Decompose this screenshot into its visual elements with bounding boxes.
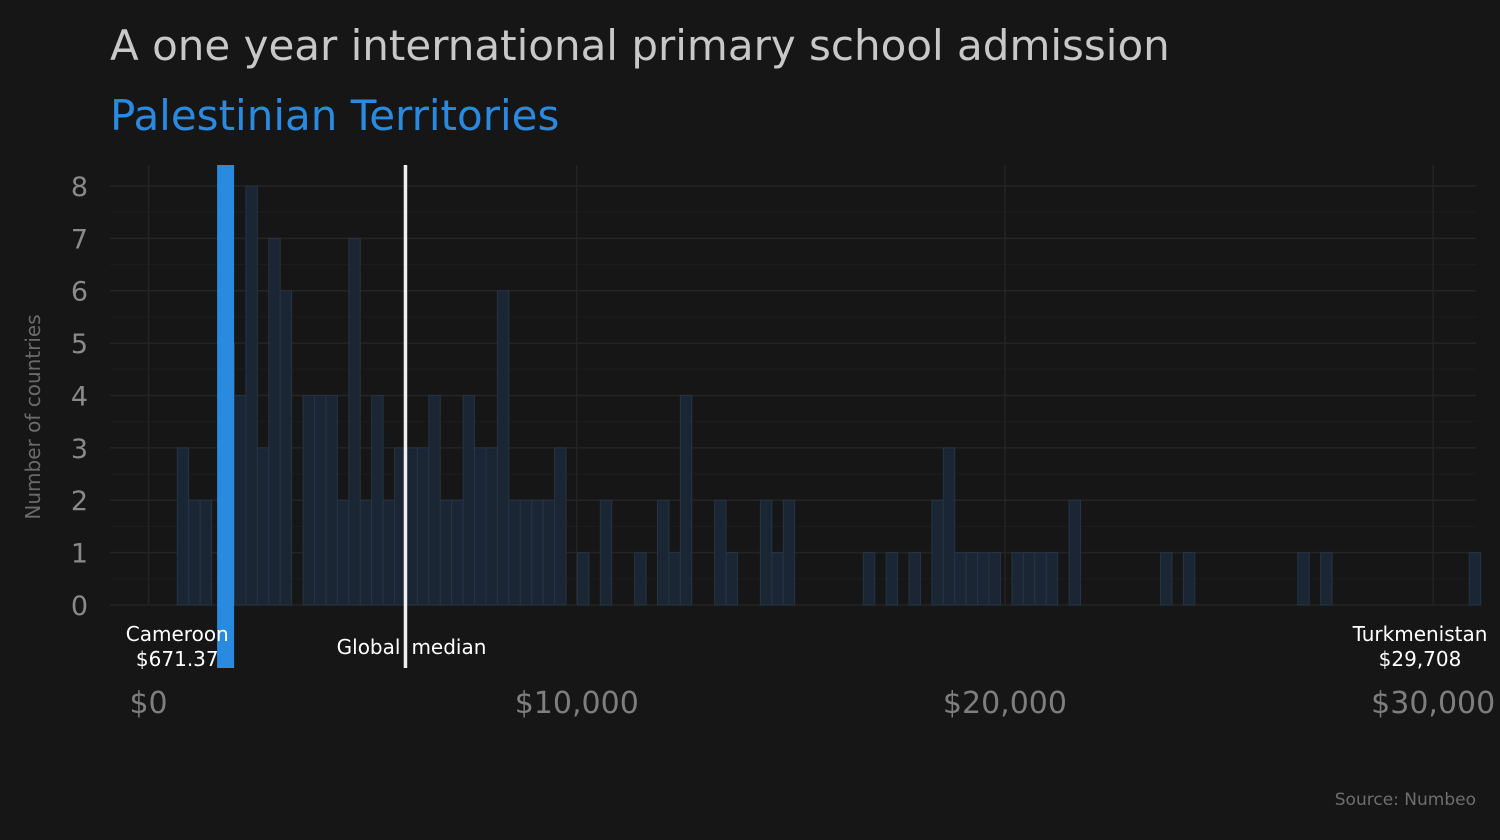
histogram-bar <box>656 499 670 606</box>
chart-subtitle: Palestinian Territories <box>110 91 559 140</box>
histogram-bar <box>325 394 338 606</box>
histogram-bar <box>954 552 967 606</box>
y-tick-label: 5 <box>71 329 88 360</box>
histogram-bar <box>474 447 487 606</box>
histogram-bar <box>908 552 921 606</box>
histogram-bar <box>885 552 899 606</box>
histogram-bar <box>1022 552 1036 606</box>
histogram-bar <box>176 447 190 606</box>
annotation-value: $29,708 <box>1379 647 1462 671</box>
histogram-bar <box>462 394 476 606</box>
y-tick-label: 7 <box>71 224 88 255</box>
histogram-bar <box>862 552 876 606</box>
histogram-bar <box>531 499 544 606</box>
x-tick-label: $20,000 <box>943 686 1067 721</box>
x-tick-labels: $0 $10,000 $20,000 $30,000 <box>129 686 1495 721</box>
y-tick-label: 1 <box>71 539 88 570</box>
annotation-value: $671.37 <box>136 647 219 671</box>
histogram-bar <box>336 499 350 606</box>
histogram-bar <box>725 552 739 606</box>
y-tick-label: 6 <box>71 277 88 308</box>
y-tick-label: 3 <box>71 434 88 465</box>
histogram-bar <box>1182 552 1196 606</box>
histogram-bar <box>714 499 727 606</box>
y-tick-label: 2 <box>71 486 88 517</box>
histogram-bar <box>771 552 784 606</box>
histogram-bar <box>371 394 384 606</box>
histogram-bar <box>279 290 293 606</box>
histogram-bar <box>428 394 441 606</box>
x-tick-label: $0 <box>129 686 167 721</box>
annotations: Cameroon$671.37 Turkmenistan$29,708 <box>126 622 1488 671</box>
histogram-bar <box>1320 552 1333 606</box>
histogram-bar <box>931 499 944 606</box>
histogram-bar <box>485 447 498 606</box>
histogram-bar <box>313 394 327 606</box>
histogram-bar <box>245 185 258 606</box>
histogram-bar <box>965 552 979 606</box>
histogram-bar <box>359 499 373 606</box>
y-tick-label: 8 <box>71 172 88 203</box>
histogram-bar <box>988 552 1001 606</box>
histogram-bar <box>1034 552 1047 606</box>
highlight-marker <box>217 165 235 668</box>
y-axis-label: Number of countries <box>21 314 45 519</box>
histogram-bar <box>233 394 247 606</box>
histogram-bar <box>496 290 510 606</box>
histogram-bar <box>416 447 430 606</box>
histogram-bar <box>302 394 315 606</box>
median-layer: Global median <box>337 165 486 668</box>
histogram-bar <box>1068 499 1082 606</box>
x-tick-label: $30,000 <box>1371 686 1495 721</box>
highlight-layer <box>217 165 235 668</box>
histogram-bar <box>1468 552 1482 606</box>
median-label-left: Global <box>337 635 401 659</box>
y-tick-label: 0 <box>71 591 88 622</box>
histogram-bar <box>599 499 613 606</box>
histogram-bar <box>554 447 567 606</box>
histogram-bar <box>405 447 418 606</box>
annotation-name: Turkmenistan <box>1352 622 1488 646</box>
histogram-bar <box>1297 552 1310 606</box>
y-tick-label: 4 <box>71 381 88 412</box>
histogram-bar <box>759 499 773 606</box>
histogram-bar <box>634 552 647 606</box>
histogram-bar <box>451 499 464 606</box>
histogram-bar <box>439 499 453 606</box>
histogram-bar <box>679 394 693 606</box>
source-caption: Source: Numbeo <box>1335 790 1476 810</box>
histogram-bar <box>1011 552 1024 606</box>
histogram-bar <box>188 499 201 606</box>
histogram-bar <box>942 447 956 606</box>
histogram-bar <box>576 552 590 606</box>
histogram-bar <box>519 499 533 606</box>
chart-title: A one year international primary school … <box>110 21 1170 70</box>
histogram-bar <box>542 499 556 606</box>
histogram-bar <box>782 499 796 606</box>
histogram-bar <box>268 237 281 606</box>
histogram-bar <box>668 552 681 606</box>
histogram-bar <box>1160 552 1173 606</box>
histogram-bar <box>199 499 213 606</box>
histogram-bar <box>977 552 990 606</box>
x-tick-label: $10,000 <box>515 686 639 721</box>
histogram-bar <box>382 499 396 606</box>
histogram-bar <box>348 237 361 606</box>
y-tick-labels: 0 1 2 3 4 5 6 7 8 <box>71 172 88 622</box>
histogram-bar <box>1045 552 1059 606</box>
annotation-name: Cameroon <box>126 622 229 646</box>
histogram-bar <box>508 499 521 606</box>
histogram-bar <box>256 447 270 606</box>
median-label-right: median <box>411 635 486 659</box>
